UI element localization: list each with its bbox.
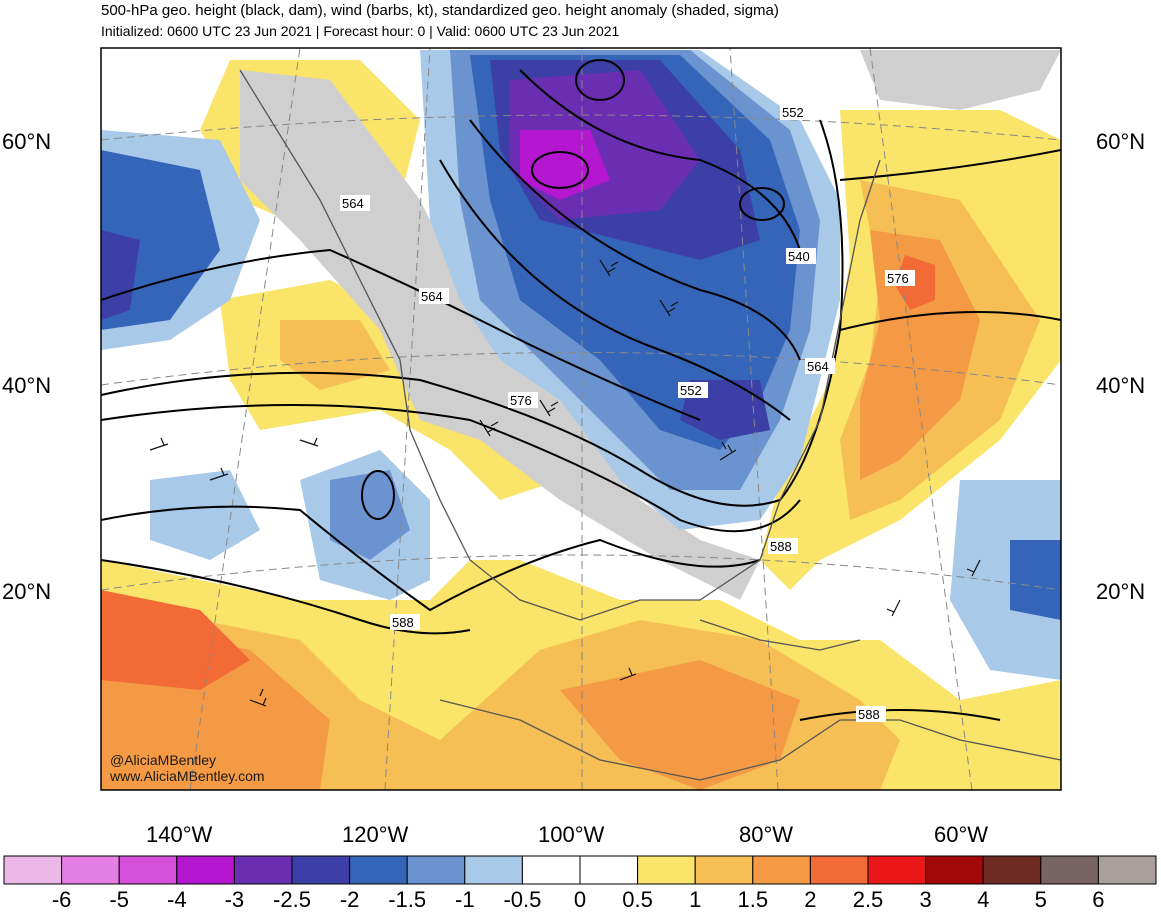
map-subtitle: Initialized: 0600 UTC 23 Jun 2021 | Fore…	[101, 23, 620, 39]
colorbar-label: 6	[1092, 887, 1104, 912]
colorbar-swatch	[3, 855, 63, 885]
colorbar-swatch	[464, 855, 523, 885]
graticule	[101, 48, 1061, 790]
colorbar-swatch	[752, 855, 811, 885]
lon-label-80w: 80°W	[739, 822, 793, 847]
lon-label-140w: 140°W	[146, 822, 213, 847]
colorbar-label: 1.5	[738, 887, 769, 912]
colorbar-label: 4	[977, 887, 989, 912]
map-title: 500-hPa geo. height (black, dam), wind (…	[101, 2, 779, 19]
colorbar-swatch	[233, 855, 293, 885]
colorbar-swatch	[637, 855, 696, 885]
credit-handle: @AliciaMBentley	[110, 752, 216, 768]
positive-anomaly-atlantic-strong	[860, 230, 980, 480]
colorbar-label: -4	[167, 887, 187, 912]
colorbar-label: 2	[804, 887, 816, 912]
contour-labels: 552 564 564 540 576 564 552 576 588 588 …	[340, 104, 915, 722]
colorbar-swatch	[521, 855, 581, 885]
colorbar-swatch	[406, 855, 466, 885]
colorbar-swatch	[1097, 855, 1157, 885]
colorbar-swatch	[349, 855, 408, 885]
contour-label: 576	[887, 271, 909, 286]
lat-label-60n-right: 60°N	[1096, 129, 1145, 154]
colorbar-label: 0	[574, 887, 586, 912]
colorbar: -6 -5 -4 -3 -2.5 -2 -1.5 -1 -0.5 0 0.5 1 1.5 2 2.5 3 4 5 6	[3, 855, 1157, 912]
colorbar-swatch	[176, 855, 235, 885]
colorbar-swatch	[809, 855, 869, 885]
colorbar-label: -1	[455, 887, 475, 912]
colorbar-label: 1	[689, 887, 701, 912]
colorbar-swatch	[867, 855, 927, 885]
lat-label-40n-right: 40°N	[1096, 373, 1145, 398]
colorbar-swatch	[982, 855, 1042, 885]
colorbar-label: 5	[1035, 887, 1047, 912]
colorbar-swatch	[579, 855, 639, 885]
longitude-labels: 140°W 120°W 100°W 80°W 60°W	[146, 822, 988, 847]
colorbar-swatch	[61, 855, 120, 885]
colorbar-swatch	[291, 855, 351, 885]
colorbar-label: -2.5	[273, 887, 311, 912]
contour-label: 564	[421, 289, 443, 304]
contour-label: 564	[807, 359, 829, 374]
colorbar-swatch	[694, 855, 754, 885]
lon-label-60w: 60°W	[934, 822, 988, 847]
positive-anomaly-pacific-strong	[101, 590, 250, 690]
negative-anomaly-atlantic	[950, 480, 1061, 680]
colorbar-label: -3	[225, 887, 245, 912]
colorbar-swatch	[1040, 855, 1099, 885]
colorbar-label: 2.5	[853, 887, 884, 912]
contour-label: 588	[770, 539, 792, 554]
map-frame	[100, 47, 1062, 791]
contour-label: 588	[858, 707, 880, 722]
land-grey-greenland	[860, 50, 1061, 110]
latitude-labels: 60°N 40°N 20°N 60°N 40°N 20°N	[2, 129, 1145, 604]
contour-label: 552	[782, 105, 804, 120]
colorbar-label: -1.5	[388, 887, 426, 912]
colorbar-label: -5	[109, 887, 129, 912]
negative-anomaly-atlantic-core	[1010, 540, 1061, 620]
contour-label: 588	[392, 615, 414, 630]
colorbar-label: 3	[919, 887, 931, 912]
lat-label-40n-left: 40°N	[2, 373, 51, 398]
contour-label: 540	[788, 249, 810, 264]
negative-anomaly-canada-max	[520, 130, 610, 200]
lon-label-120w: 120°W	[342, 822, 409, 847]
credit-url: www.AliciaMBentley.com	[109, 768, 265, 784]
colorbar-swatch	[118, 855, 178, 885]
colorbar-label: -0.5	[503, 887, 541, 912]
lon-label-100w: 100°W	[538, 822, 605, 847]
wind-barbs	[149, 259, 981, 707]
contour-label: 576	[510, 393, 532, 408]
contour-label: 552	[680, 383, 702, 398]
contour-label: 564	[342, 196, 364, 211]
lat-label-20n-right: 20°N	[1096, 579, 1145, 604]
positive-anomaly-caribbean	[101, 620, 800, 790]
colorbar-label: 0.5	[622, 887, 653, 912]
colorbar-swatch	[925, 855, 984, 885]
map-panel: 552 564 564 540 576 564 552 576 588 588 …	[101, 48, 1061, 790]
lat-label-20n-left: 20°N	[2, 579, 51, 604]
lat-label-60n-left: 60°N	[2, 129, 51, 154]
anomaly-shading	[101, 50, 1061, 790]
colorbar-label: -2	[340, 887, 360, 912]
colorbar-label: -6	[52, 887, 72, 912]
height-contours	[101, 59, 1061, 721]
coastlines	[239, 69, 1061, 781]
